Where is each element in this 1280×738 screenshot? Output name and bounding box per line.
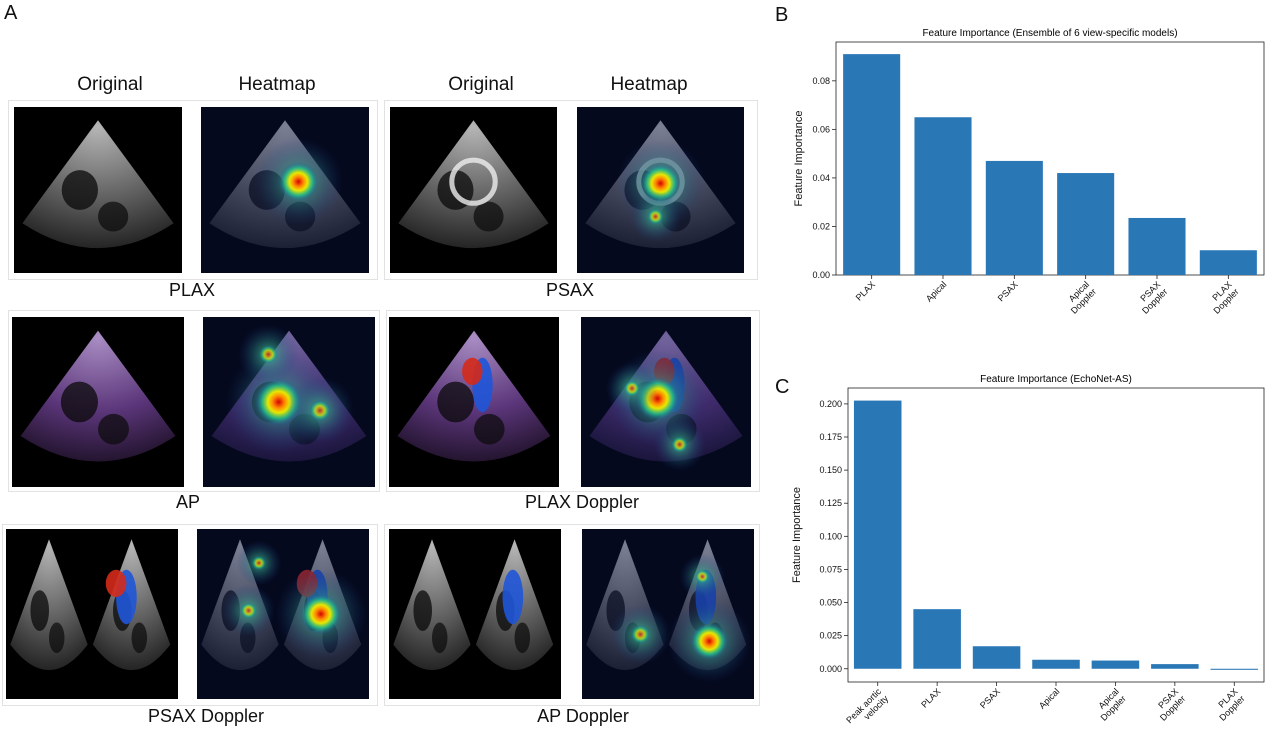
column-header-heatmap-left: Heatmap: [238, 74, 316, 95]
x-tick-label: PSAXDoppler: [1133, 279, 1169, 315]
bar: [1057, 173, 1115, 275]
bar: [1199, 250, 1257, 275]
echo-illustration: [197, 529, 369, 699]
ap-view-label: AP: [175, 492, 200, 512]
ap-heatmap-image: [203, 317, 375, 487]
y-tick-label: 0.02: [812, 221, 830, 231]
y-tick-label: 0.06: [812, 124, 830, 134]
y-tick-label: 0.200: [819, 399, 842, 409]
bar: [1210, 668, 1259, 670]
y-axis-label: Feature Importance: [791, 487, 803, 583]
echo-illustration: [398, 120, 549, 249]
bar: [1091, 660, 1140, 669]
echo-illustration: [397, 330, 551, 462]
echo-illustration: [20, 330, 176, 462]
panel-a-letter: A: [4, 2, 18, 24]
bar: [1032, 659, 1080, 669]
plax-doppler-view-label: PLAX Doppler: [524, 492, 640, 512]
bar: [853, 400, 902, 669]
y-tick-label: 0.125: [819, 498, 842, 508]
y-tick-label: 0.150: [819, 465, 842, 475]
echo-illustration: [201, 107, 369, 273]
echo-illustration: [582, 529, 754, 699]
x-tick-label: PSAXDoppler: [1151, 686, 1187, 722]
x-tick-label: PLAXDoppler: [1210, 686, 1246, 722]
y-tick-label: 0.100: [819, 531, 842, 541]
x-tick-label: Apical: [1037, 686, 1061, 710]
x-tick-label: Peak aorticvelocity: [844, 686, 890, 732]
psax-view-label: PSAX: [545, 280, 595, 300]
plot-area-frame: [835, 41, 1265, 276]
y-tick-label: 0.04: [812, 173, 830, 183]
x-tick-label: PLAXDoppler: [1204, 279, 1240, 315]
y-tick-label: 0.000: [819, 664, 842, 674]
y-tick-label: 0.025: [819, 631, 842, 641]
ap-doppler-view-label: AP Doppler: [537, 706, 629, 726]
x-tick-label: ApicalDoppler: [1091, 686, 1127, 722]
echo-illustration: [581, 317, 751, 487]
psax-heatmap-image: [577, 107, 744, 273]
chart-b-svg: Feature Importance (Ensemble of 6 view-s…: [793, 28, 1265, 316]
panel-c-letter: C: [775, 376, 790, 398]
x-tick-label: PSAX: [996, 279, 1020, 303]
psax-doppler-original-image: [6, 529, 178, 699]
psax-doppler-heatmap-image: [197, 529, 369, 699]
psax-original-image: [390, 107, 557, 273]
plax-original-image: [14, 107, 182, 273]
plax-heatmap-image: [201, 107, 369, 273]
plax-view-label: PLAX: [168, 280, 216, 300]
bar: [1151, 664, 1199, 669]
bar: [972, 646, 1021, 669]
psax-doppler-view-label: PSAX Doppler: [147, 706, 265, 726]
bar: [843, 54, 901, 276]
chart-c-svg: Feature Importance (EchoNet-AS) Feature I…: [791, 374, 1265, 732]
ap-original-image: [12, 317, 184, 487]
chart-b: Feature Importance (Ensemble of 6 view-s…: [790, 26, 1276, 328]
echo-illustration: [22, 120, 174, 249]
echo-illustration: [393, 539, 554, 671]
chart-title: Feature Importance (EchoNet-AS): [980, 374, 1132, 385]
echo-illustration: [577, 107, 744, 273]
column-header-original-right: Original: [448, 74, 514, 95]
plax-doppler-heatmap-image: [581, 317, 751, 487]
bar: [914, 117, 972, 275]
echo-illustration: [203, 317, 375, 487]
plax-doppler-original-image: [389, 317, 559, 487]
x-tick-label: PLAX: [854, 279, 877, 302]
x-tick-label: PSAX: [978, 686, 1002, 710]
plot-area-frame: [847, 387, 1265, 683]
x-tick-label: ApicalDoppler: [1062, 279, 1098, 315]
column-header-original-left: Original: [77, 74, 143, 95]
bar: [1128, 217, 1186, 275]
y-tick-label: 0.175: [819, 432, 842, 442]
column-header-heatmap-right: Heatmap: [610, 74, 688, 95]
y-tick-label: 0.075: [819, 564, 842, 574]
bar: [985, 160, 1043, 275]
y-tick-label: 0.050: [819, 598, 842, 608]
x-tick-label: Apical: [924, 279, 948, 303]
y-tick-label: 0.00: [812, 270, 830, 280]
ap-doppler-original-image: [389, 529, 561, 699]
chart-title: Feature Importance (Ensemble of 6 view-s…: [922, 28, 1177, 39]
panel-b-letter: B: [775, 4, 789, 26]
ap-doppler-heatmap-image: [582, 529, 754, 699]
y-tick-label: 0.08: [812, 76, 830, 86]
y-axis-label: Feature Importance: [793, 111, 805, 207]
bar: [913, 609, 961, 669]
echo-illustration: [10, 539, 171, 671]
x-tick-label: PLAX: [919, 686, 942, 709]
chart-c: Feature Importance (EchoNet-AS) Feature I…: [790, 372, 1276, 736]
